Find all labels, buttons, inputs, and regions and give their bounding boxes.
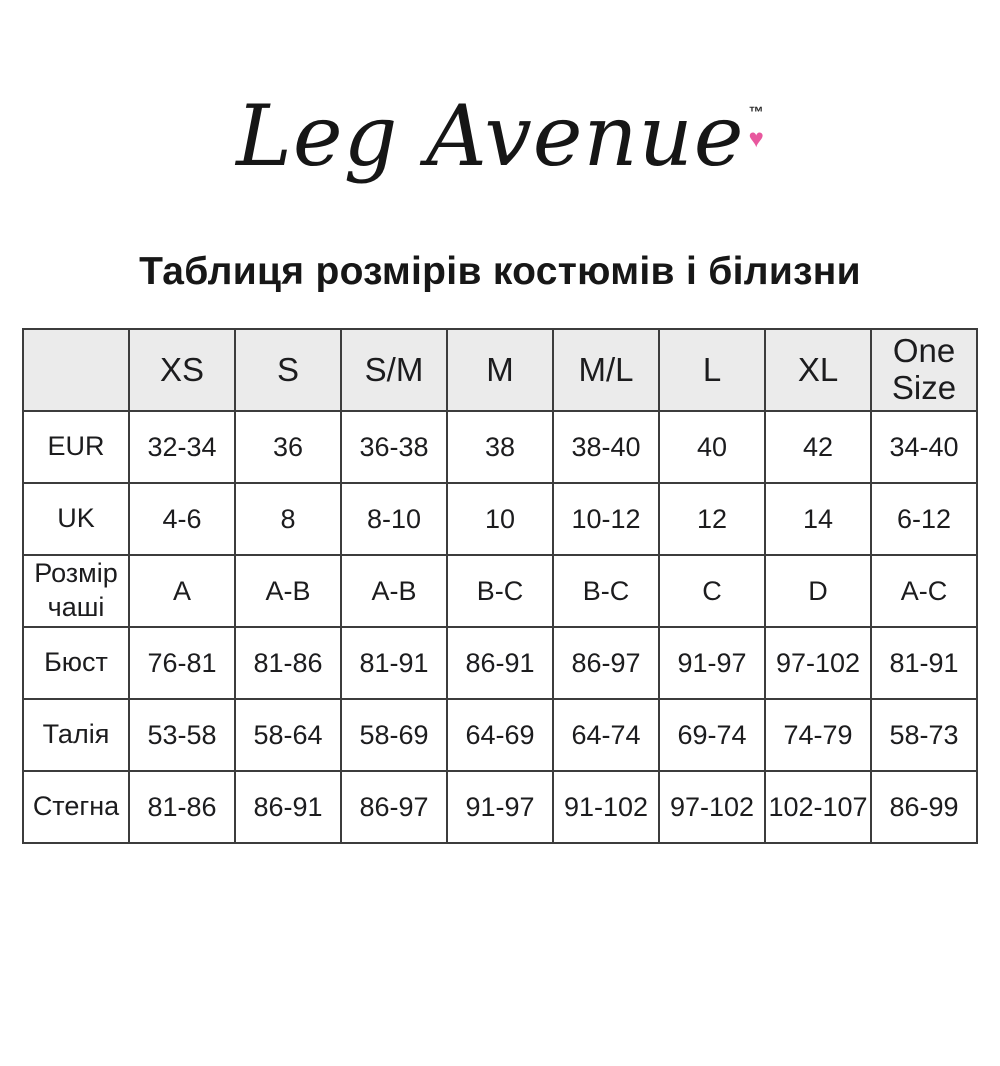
column-header-one-size: One Size — [870, 328, 978, 412]
column-header-xl: XL — [764, 328, 872, 412]
size-value-cell: 81-86 — [128, 770, 236, 844]
size-value-cell: A-C — [870, 554, 978, 628]
size-value-cell: 81-91 — [340, 626, 448, 700]
size-value-cell: 81-86 — [234, 626, 342, 700]
size-value-cell: 86-97 — [340, 770, 448, 844]
table-row: EUR 32-34 36 36-38 38 38-40 40 42 34-40 — [22, 410, 978, 484]
size-value-cell: 81-91 — [870, 626, 978, 700]
size-value-cell: 34-40 — [870, 410, 978, 484]
size-value-cell: A-B — [340, 554, 448, 628]
size-value-cell: 58-73 — [870, 698, 978, 772]
column-header-s: S — [234, 328, 342, 412]
size-table: XS S S/M M M/L L XL One Size EUR 32-34 36 36-38 38 3… — [22, 328, 978, 844]
size-value-cell: 38 — [446, 410, 554, 484]
size-value-cell: 53-58 — [128, 698, 236, 772]
size-value-cell: 12 — [658, 482, 766, 556]
page-title: Таблиця розмірів костюмів і білизни — [139, 250, 861, 293]
size-value-cell: C — [658, 554, 766, 628]
size-value-cell: D — [764, 554, 872, 628]
size-value-cell: 10 — [446, 482, 554, 556]
size-value-cell: 4-6 — [128, 482, 236, 556]
brand-logo-marks: ™ ♥ — [748, 104, 763, 151]
size-value-cell: 36-38 — [340, 410, 448, 484]
table-row: Стегна 81-86 86-91 86-97 91-97 91-102 97-102 10… — [22, 770, 978, 844]
size-value-cell: B-C — [552, 554, 660, 628]
column-header-xs: XS — [128, 328, 236, 412]
size-value-cell: 86-91 — [446, 626, 554, 700]
size-value-cell: 58-69 — [340, 698, 448, 772]
brand-logo-text: Leg Avenue — [236, 87, 745, 185]
size-value-cell: 8-10 — [340, 482, 448, 556]
size-value-cell: 97-102 — [658, 770, 766, 844]
column-header-l: L — [658, 328, 766, 412]
column-header-s-m: S/M — [340, 328, 448, 412]
column-header-m: M — [446, 328, 554, 412]
size-value-cell: A-B — [234, 554, 342, 628]
row-label: UK — [22, 482, 130, 556]
size-table-header-row: XS S S/M M M/L L XL One Size — [22, 328, 978, 412]
table-row: Бюст 76-81 81-86 81-91 86-91 86-97 91-97 97-102… — [22, 626, 978, 700]
table-row: Розмір чаші A A-B A-B B-C B-C C D A-C — [22, 554, 978, 628]
table-row: Талія 53-58 58-64 58-69 64-69 64-74 69-74 74-79… — [22, 698, 978, 772]
row-label: Розмір чаші — [22, 554, 130, 628]
heart-icon: ♥ — [748, 122, 764, 153]
size-table-body: EUR 32-34 36 36-38 38 38-40 40 42 34-40 UK 4-6 8 8-1… — [22, 410, 978, 844]
table-corner-cell — [22, 328, 130, 412]
size-value-cell: 86-91 — [234, 770, 342, 844]
size-value-cell: 36 — [234, 410, 342, 484]
size-value-cell: 10-12 — [552, 482, 660, 556]
size-value-cell: 74-79 — [764, 698, 872, 772]
size-value-cell: 91-102 — [552, 770, 660, 844]
row-label: Стегна — [22, 770, 130, 844]
size-value-cell: 6-12 — [870, 482, 978, 556]
size-value-cell: 14 — [764, 482, 872, 556]
size-value-cell: 97-102 — [764, 626, 872, 700]
size-value-cell: B-C — [446, 554, 554, 628]
size-value-cell: 76-81 — [128, 626, 236, 700]
row-label: Талія — [22, 698, 130, 772]
size-value-cell: 91-97 — [446, 770, 554, 844]
size-table-header: XS S S/M M M/L L XL One Size — [22, 328, 978, 412]
size-value-cell: 32-34 — [128, 410, 236, 484]
size-value-cell: 86-99 — [870, 770, 978, 844]
trademark-symbol: ™ — [748, 103, 764, 121]
size-chart-page: Leg Avenue ™ ♥ Таблиця розмірів костюмів… — [0, 66, 1000, 1066]
size-value-cell: 38-40 — [552, 410, 660, 484]
row-label: Бюст — [22, 626, 130, 700]
size-value-cell: 102-107 — [764, 770, 872, 844]
size-value-cell: 42 — [764, 410, 872, 484]
size-value-cell: 40 — [658, 410, 766, 484]
size-value-cell: A — [128, 554, 236, 628]
size-value-cell: 58-64 — [234, 698, 342, 772]
size-value-cell: 64-69 — [446, 698, 554, 772]
size-value-cell: 8 — [234, 482, 342, 556]
size-value-cell: 64-74 — [552, 698, 660, 772]
brand-logo: Leg Avenue ™ ♥ — [0, 66, 1000, 206]
table-row: UK 4-6 8 8-10 10 10-12 12 14 6-12 — [22, 482, 978, 556]
row-label: EUR — [22, 410, 130, 484]
size-value-cell: 86-97 — [552, 626, 660, 700]
size-value-cell: 91-97 — [658, 626, 766, 700]
size-value-cell: 69-74 — [658, 698, 766, 772]
column-header-m-l: M/L — [552, 328, 660, 412]
